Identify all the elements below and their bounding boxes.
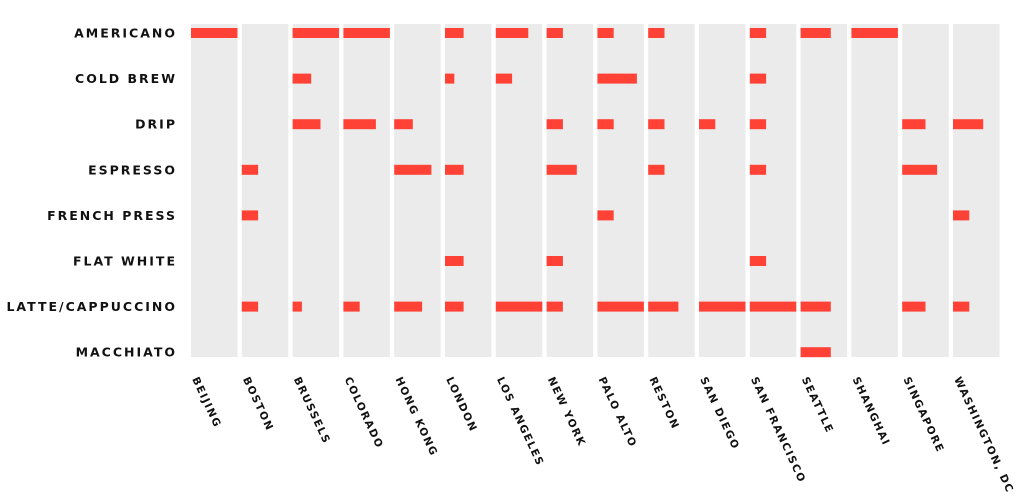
bar-flat-white-london bbox=[445, 256, 464, 266]
bar-french-press-boston bbox=[241, 210, 259, 221]
bar-americano-reston bbox=[648, 28, 665, 38]
bar-drip-new-york bbox=[546, 119, 563, 130]
drink-label-cold-brew: COLD BREW bbox=[75, 71, 177, 86]
column-labels: BEIJING BOSTON BRUSSELS COLORADO HONG KONG LO… bbox=[189, 375, 1015, 495]
city-label-seattle: SEATTLE bbox=[799, 375, 836, 435]
city-label-shanghai: SHANGHAI bbox=[850, 375, 892, 448]
bar-drip-singapore bbox=[902, 119, 926, 130]
bar-drip-brussels bbox=[292, 119, 321, 130]
bar-americano-colorado bbox=[343, 28, 390, 38]
bar-latte-cappuccino-hong-kong bbox=[394, 301, 423, 312]
bar-drip-san-diego bbox=[699, 119, 716, 130]
city-label-colorado: COLORADO bbox=[342, 375, 386, 451]
bar-cold-brew-san-francisco bbox=[749, 73, 767, 84]
bar-americano-san-francisco bbox=[749, 28, 767, 38]
bar-espresso-hong-kong bbox=[394, 164, 432, 175]
column-reston bbox=[648, 24, 695, 357]
bar-cold-brew-brussels bbox=[292, 73, 312, 84]
bar-flat-white-new-york bbox=[546, 256, 563, 266]
bar-cold-brew-london bbox=[445, 73, 455, 84]
column-beijing bbox=[191, 24, 238, 357]
bar-drip-washington-dc bbox=[953, 119, 984, 130]
column-singapore bbox=[902, 24, 949, 357]
bar-flat-white-san-francisco bbox=[749, 256, 767, 266]
column-seattle bbox=[800, 24, 848, 357]
bar-espresso-new-york bbox=[546, 164, 577, 175]
city-label-brussels: BRUSSELS bbox=[291, 375, 333, 446]
bar-drip-palo-alto bbox=[597, 119, 614, 130]
bar-americano-los-angeles bbox=[495, 28, 529, 38]
bar-latte-cappuccino-seattle bbox=[800, 301, 831, 312]
city-label-hong-kong: HONG KONG bbox=[392, 375, 439, 458]
column-boston bbox=[241, 24, 289, 357]
bar-latte-cappuccino-san-diego bbox=[699, 301, 746, 312]
column-colorado bbox=[343, 24, 390, 357]
city-label-london: LONDON bbox=[443, 375, 479, 434]
column-hong-kong bbox=[394, 24, 441, 357]
bars bbox=[191, 28, 984, 358]
city-label-washington-dc: WASHINGTON, DC bbox=[951, 375, 1015, 495]
bar-latte-cappuccino-los-angeles bbox=[495, 301, 543, 312]
drink-label-espresso: ESPRESSO bbox=[88, 162, 177, 177]
bar-americano-new-york bbox=[546, 28, 563, 38]
bar-americano-london bbox=[445, 28, 464, 38]
bar-drip-san-francisco bbox=[749, 119, 767, 130]
bar-espresso-reston bbox=[648, 164, 665, 175]
drink-label-drip: DRIP bbox=[135, 117, 177, 132]
bar-latte-cappuccino-reston bbox=[648, 301, 679, 312]
bar-latte-cappuccino-palo-alto bbox=[597, 301, 644, 312]
bar-americano-seattle bbox=[800, 28, 831, 38]
bar-cold-brew-los-angeles bbox=[495, 73, 513, 84]
bar-espresso-london bbox=[445, 164, 464, 175]
city-label-san-francisco: SAN FRANCISCO bbox=[748, 375, 808, 485]
drink-label-latte-cappuccino: LATTE/CAPPUCCINO bbox=[6, 299, 177, 314]
bar-latte-cappuccino-san-francisco bbox=[749, 301, 797, 312]
column-shanghai bbox=[851, 24, 898, 357]
bar-latte-cappuccino-brussels bbox=[292, 301, 302, 312]
bar-americano-beijing bbox=[191, 28, 238, 38]
column-washington-dc bbox=[953, 24, 1000, 357]
bar-french-press-palo-alto bbox=[597, 210, 614, 221]
bar-latte-cappuccino-singapore bbox=[902, 301, 926, 312]
drink-label-americano: AMERICANO bbox=[74, 26, 177, 41]
bar-macchiato-seattle bbox=[800, 347, 831, 358]
city-label-palo-alto: PALO ALTO bbox=[596, 375, 639, 449]
column-san-diego bbox=[699, 24, 746, 357]
bar-latte-cappuccino-new-york bbox=[546, 301, 563, 312]
bar-latte-cappuccino-colorado bbox=[343, 301, 360, 312]
bar-cold-brew-palo-alto bbox=[597, 73, 637, 84]
city-label-beijing: BEIJING bbox=[189, 375, 223, 430]
bar-drip-hong-kong bbox=[394, 119, 413, 130]
bar-latte-cappuccino-boston bbox=[241, 301, 259, 312]
bar-drip-colorado bbox=[343, 119, 376, 130]
bar-french-press-washington-dc bbox=[953, 210, 970, 221]
column-new-york bbox=[546, 24, 594, 357]
bar-espresso-san-francisco bbox=[749, 164, 767, 175]
drink-label-macchiato: MACCHIATO bbox=[76, 345, 177, 360]
bar-latte-cappuccino-london bbox=[445, 301, 464, 312]
column-backgrounds bbox=[191, 24, 1000, 357]
city-label-new-york: NEW YORK bbox=[545, 375, 588, 449]
bar-americano-palo-alto bbox=[597, 28, 614, 38]
bar-americano-shanghai bbox=[851, 28, 898, 38]
bar-drip-reston bbox=[648, 119, 665, 130]
row-labels: AMERICANO COLD BREW DRIP ESPRESSO FRENCH PRE… bbox=[6, 26, 177, 360]
city-label-reston: RESTON bbox=[646, 375, 681, 431]
city-label-san-diego: SAN DIEGO bbox=[697, 375, 741, 452]
drink-label-flat-white: FLAT WHITE bbox=[73, 254, 177, 269]
bar-americano-brussels bbox=[292, 28, 340, 38]
city-label-boston: BOSTON bbox=[240, 375, 276, 433]
bar-latte-cappuccino-washington-dc bbox=[953, 301, 970, 312]
bar-espresso-singapore bbox=[902, 164, 938, 175]
city-label-singapore: SINGAPORE bbox=[900, 375, 946, 455]
city-label-los-angeles: LOS ANGELES bbox=[494, 375, 546, 468]
bar-espresso-boston bbox=[241, 164, 259, 175]
drink-label-french-press: FRENCH PRESS bbox=[47, 208, 177, 223]
